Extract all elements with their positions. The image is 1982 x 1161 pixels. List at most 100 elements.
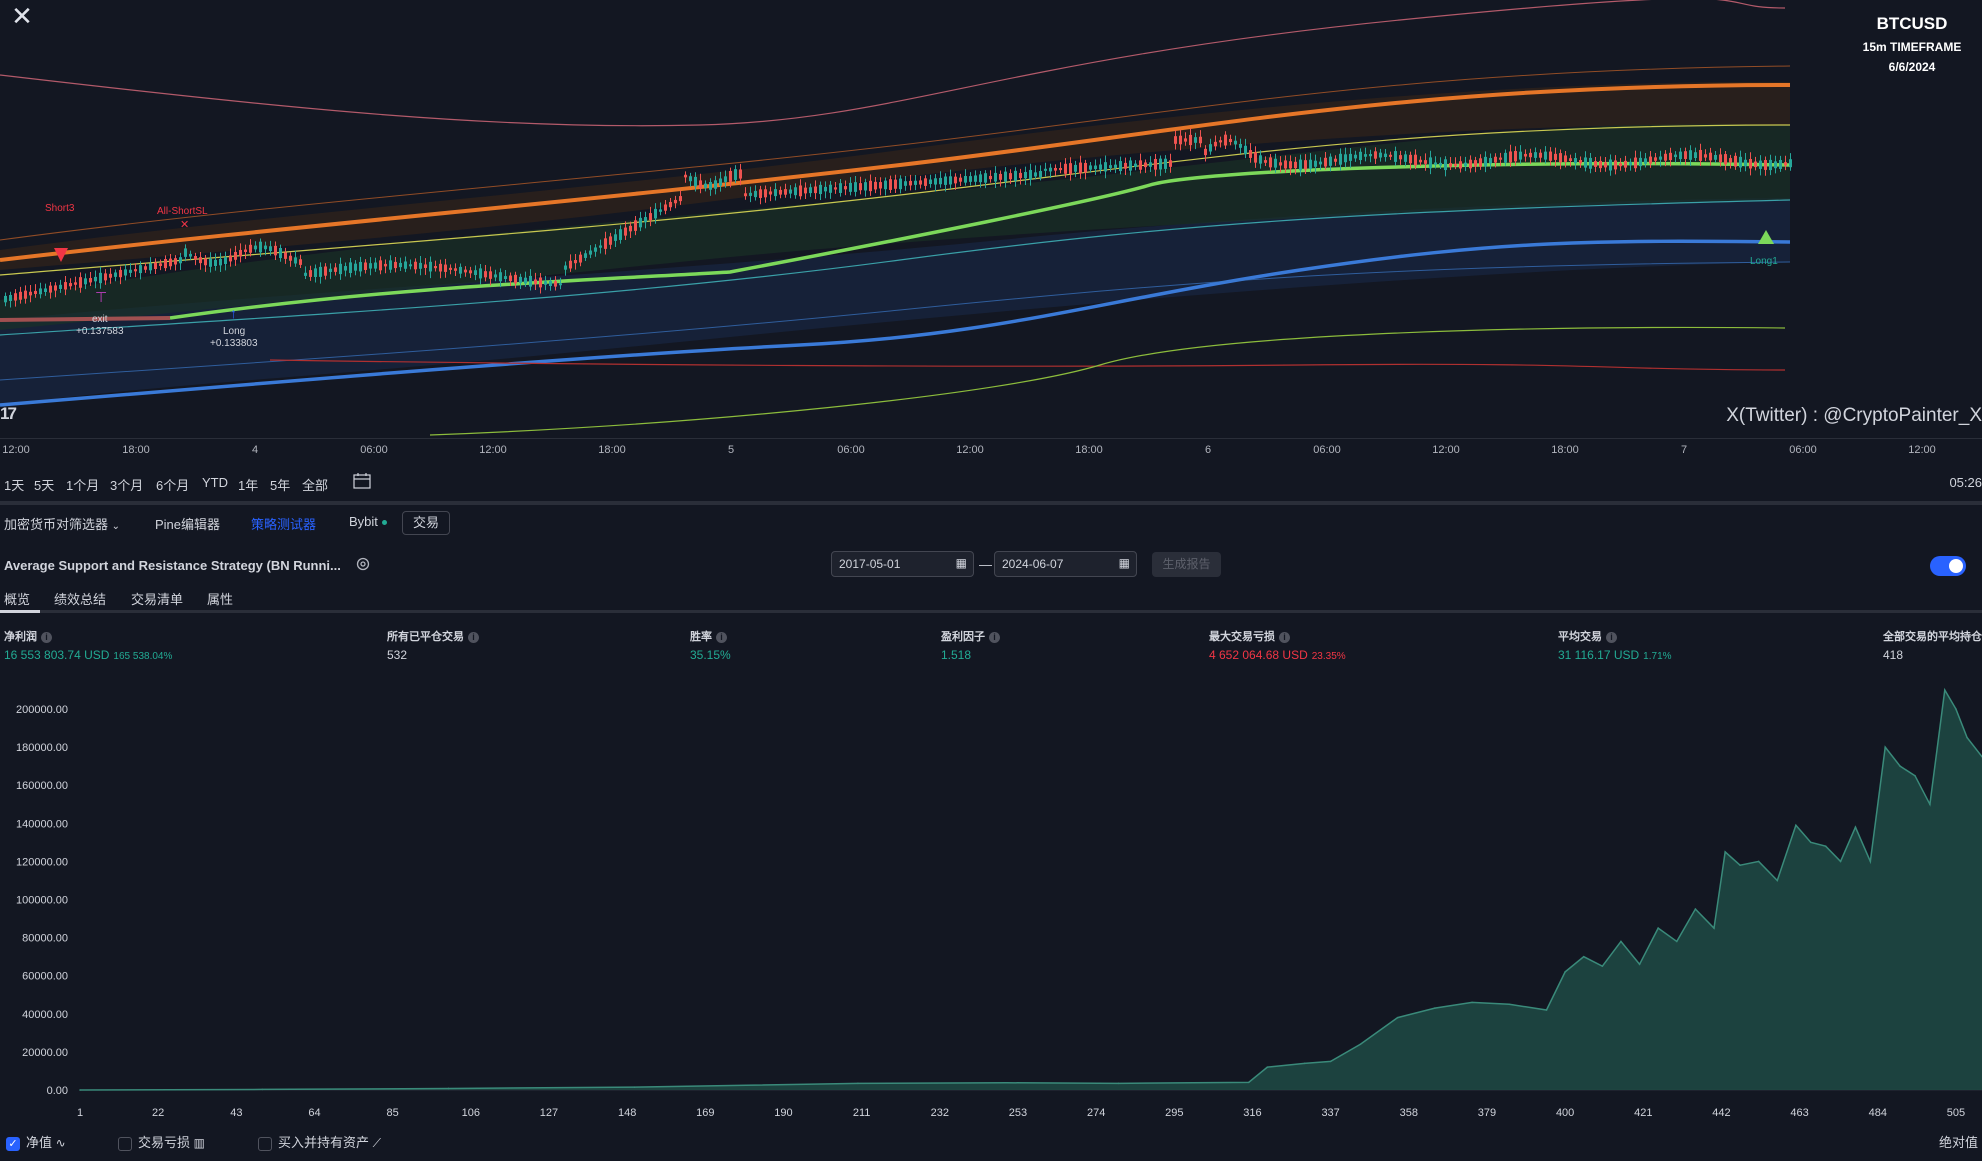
info-icon[interactable]: i — [989, 631, 1000, 643]
tab-crypto-screener-label: 加密货币对筛选器 — [4, 517, 109, 532]
legend-buy-hold[interactable]: 买入并持有资产 ⟋ — [258, 1132, 381, 1151]
equity-point — [1601, 965, 1604, 967]
equity-point — [79, 1089, 81, 1091]
x-tick-label: 148 — [618, 1107, 636, 1119]
long-value: +0.133803 — [210, 338, 258, 349]
time-axis-label: 7 — [1680, 444, 1688, 456]
calendar-range-icon[interactable] — [352, 472, 372, 490]
equity-point — [857, 1082, 859, 1085]
range-button[interactable]: 1个月 — [66, 478, 100, 493]
equity-point — [1006, 1081, 1008, 1084]
info-icon[interactable]: i — [1279, 631, 1290, 643]
metrics-row: 净利润 i 16 553 803.74 USD 165 538.04% 所有已平仓交易 i… — [0, 628, 1982, 668]
sub-tab[interactable]: 交易清单 — [131, 592, 184, 607]
x-tick-label: 211 — [853, 1107, 871, 1119]
x-tick-label: 22 — [152, 1107, 164, 1119]
lower-red-line — [269, 359, 1786, 371]
metric-item: 所有已平仓交易 i 532 — [387, 628, 479, 662]
y-tick-label: 80000.00 — [22, 933, 68, 945]
equity-point — [1638, 963, 1641, 966]
equity-point — [1757, 860, 1760, 863]
mid-line-red — [0, 316, 171, 322]
equity-point — [1657, 927, 1659, 929]
range-button[interactable]: 1年 — [238, 478, 259, 493]
range-button[interactable]: 6个月 — [156, 478, 190, 493]
equity-point — [1839, 860, 1842, 863]
range-button[interactable]: YTD — [202, 475, 228, 490]
equity-point — [1914, 774, 1916, 777]
time-axis-label: 4 — [251, 444, 259, 456]
deep-backtest-toggle[interactable] — [1930, 556, 1966, 576]
equity-point — [1582, 955, 1585, 958]
price-chart-canvas[interactable]: Short3 All-ShortSL ✕ ⊤ exit +0.137583 ↑ … — [0, 0, 1982, 438]
range-button[interactable]: 1天 — [4, 478, 25, 493]
clock-time[interactable]: 05:26 — [1949, 475, 1982, 490]
time-axis-label: 12:00 — [1908, 444, 1936, 456]
equity-point — [1899, 765, 1901, 767]
equity-chart[interactable]: 0.00 20000.00 40000.00 60000.00 80000.00 1000… — [0, 680, 1982, 1120]
info-icon[interactable]: i — [41, 631, 52, 643]
date-from-input[interactable]: 2017-05-01 ▦ — [831, 551, 974, 577]
checkbox-checked-icon[interactable]: ✓ — [6, 1136, 20, 1151]
resistance-line — [0, 83, 1791, 262]
equity-point — [1724, 851, 1726, 853]
legend-drawdown[interactable]: 交易亏损 ▥ — [118, 1132, 205, 1151]
sub-tab[interactable]: 绩效总结 — [54, 592, 107, 607]
gear-icon[interactable] — [355, 556, 371, 572]
info-icon[interactable]: i — [716, 631, 727, 643]
range-button[interactable]: 5天 — [34, 478, 55, 493]
panel-separator[interactable] — [0, 501, 1982, 505]
range-button[interactable]: 全部 — [302, 478, 329, 493]
tab-pine-editor[interactable]: Pine编辑器 — [155, 517, 221, 532]
chevron-down-icon: ⌄ — [111, 521, 121, 532]
time-axis-label: 06:00 — [1313, 444, 1341, 456]
symbol-info: BTCUSD 15m TIMEFRAME 6/6/2024 — [1842, 0, 1982, 74]
range-button[interactable]: 5年 — [270, 478, 291, 493]
date-to-input[interactable]: 2024-06-07 ▦ — [994, 551, 1137, 577]
absolute-value-toggle[interactable]: 绝对值 — [1938, 1135, 1978, 1150]
equity-point — [745, 1084, 748, 1087]
equity-point — [1303, 1062, 1306, 1065]
tab-crypto-screener[interactable]: 加密货币对筛选器 ⌄ — [4, 514, 120, 533]
metric-sub-value: 1.71% — [1643, 651, 1672, 662]
generate-report-button[interactable]: 生成报告 — [1152, 552, 1221, 577]
time-axis-label: 18:00 — [598, 444, 626, 456]
time-axis-label: 06:00 — [837, 444, 865, 456]
y-tick-label: 160000.00 — [16, 780, 68, 792]
x-tick-label: 295 — [1165, 1107, 1183, 1119]
x-tick-label: 421 — [1634, 1107, 1652, 1119]
sub-tab[interactable]: 属性 — [207, 592, 234, 607]
tab-bybit[interactable]: Bybit — [349, 514, 387, 529]
checkbox-icon[interactable] — [258, 1136, 272, 1151]
x-tick-label: 316 — [1243, 1107, 1261, 1119]
equity-point — [1117, 1082, 1120, 1085]
sub-tab[interactable]: 概览 — [4, 592, 31, 607]
time-axis[interactable]: 12:00 18:00 4 06:00 12:00 18:00 5 06:00 12:00 18:… — [0, 438, 1982, 461]
tradingview-logo: 17 — [0, 404, 17, 423]
equity-point — [1359, 1043, 1362, 1046]
strategy-name[interactable]: Average Support and Resistance Strategy … — [4, 558, 341, 573]
x-tick-label: 379 — [1478, 1107, 1496, 1119]
exit-label: exit — [92, 314, 108, 325]
legend-equity-label: 净值 — [26, 1135, 53, 1150]
equity-area — [80, 690, 1982, 1090]
x-tick-label: 463 — [1790, 1107, 1808, 1119]
x-tick-label: 400 — [1556, 1107, 1574, 1119]
legend-equity[interactable]: ✓ 净值 ∿ — [6, 1132, 66, 1151]
trade-button[interactable]: 交易 — [402, 511, 450, 535]
x-tick-label: 64 — [308, 1107, 320, 1119]
close-icon[interactable]: ✕ — [11, 1, 33, 31]
info-icon[interactable]: i — [1606, 631, 1617, 643]
metric-item: 盈利因子 i 1.518 — [941, 628, 1000, 662]
price-chart[interactable]: Short3 All-ShortSL ✕ ⊤ exit +0.137583 ↑ … — [0, 0, 1982, 438]
range-button[interactable]: 3个月 — [110, 478, 144, 493]
info-icon[interactable]: i — [468, 631, 479, 643]
checkbox-icon[interactable] — [118, 1136, 132, 1151]
metric-sub-value: 23.35% — [1311, 651, 1346, 662]
y-tick-label: 200000.00 — [16, 704, 68, 716]
y-tick-label: 0.00 — [47, 1085, 68, 1097]
x-tick-label: 253 — [1009, 1107, 1027, 1119]
chart-date: 6/6/2024 — [1888, 60, 1936, 74]
time-axis-label: 06:00 — [360, 444, 388, 456]
tab-strategy-tester[interactable]: 策略测试器 — [251, 517, 317, 532]
